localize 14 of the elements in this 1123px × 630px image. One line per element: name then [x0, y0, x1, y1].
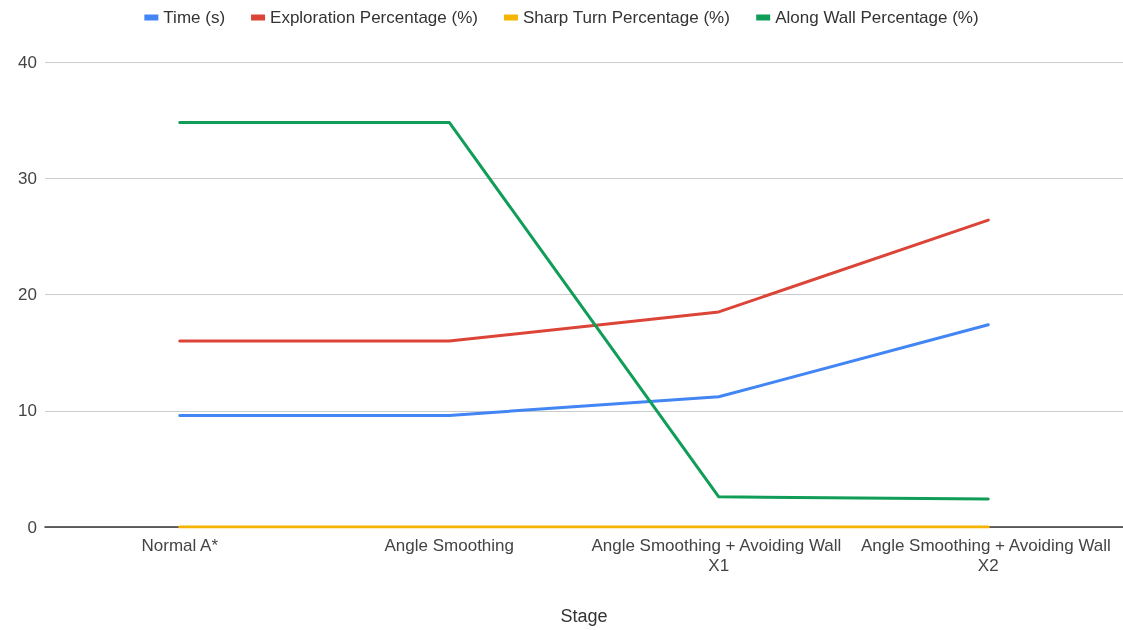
y-tick-label: 0: [27, 517, 37, 537]
x-tick-label: Angle Smoothing + Avoiding Wall X2: [860, 535, 1116, 575]
x-axis-title: Stage: [560, 606, 608, 626]
x-tick-label: Angle Smoothing + Avoiding Wall X1: [591, 535, 847, 575]
x-tick-label: Normal A*: [141, 535, 219, 555]
legend-label: Exploration Percentage (%): [270, 8, 478, 27]
y-tick-label: 10: [18, 401, 37, 421]
x-tick-label: Angle Smoothing: [384, 535, 514, 555]
y-tick-label: 30: [18, 168, 37, 188]
y-tick-label: 40: [18, 52, 37, 72]
legend-label: Along Wall Percentage (%): [775, 8, 979, 27]
y-tick-label: 20: [18, 285, 37, 304]
legend-label: Sharp Turn Percentage (%): [522, 8, 730, 27]
legend-label: Time (s): [163, 8, 226, 27]
